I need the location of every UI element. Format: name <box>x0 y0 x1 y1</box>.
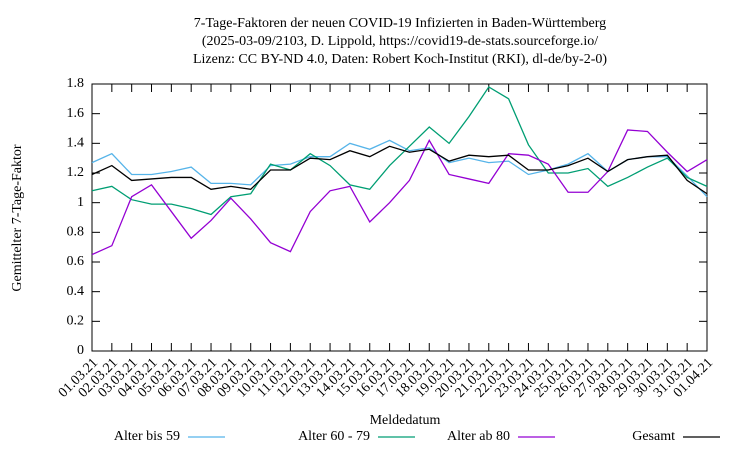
y-tick-label: 1.2 <box>67 165 85 180</box>
y-tick-label: 0 <box>77 343 84 358</box>
series-line <box>91 145 708 195</box>
series-line <box>91 129 708 256</box>
y-tick-label: 0.8 <box>67 225 85 240</box>
legend-label: Alter ab 80 <box>447 429 510 444</box>
series-line <box>91 86 708 216</box>
y-tick-label: 0.2 <box>67 314 85 329</box>
title-line: 7-Tage-Faktoren der neuen COVID-19 Infiz… <box>194 16 606 31</box>
y-tick-label: 0.6 <box>67 254 85 269</box>
x-axis-label: Meldedatum <box>370 413 441 428</box>
y-tick-label: 1 <box>77 195 84 210</box>
title-line: (2025-03-09/2103, D. Lippold, https://co… <box>202 34 598 49</box>
y-tick-label: 0.4 <box>67 284 85 299</box>
legend-label: Gesamt <box>632 429 675 444</box>
legend-label: Alter bis 59 <box>114 429 180 444</box>
title-line: Lizenz: CC BY-ND 4.0, Daten: Robert Koch… <box>193 52 607 67</box>
y-axis-label: Gemittelter 7-Tage-Faktor <box>10 144 25 291</box>
y-tick-label: 1.4 <box>67 136 85 151</box>
plot-frame <box>91 83 708 352</box>
y-tick-label: 1.8 <box>67 76 85 91</box>
legend-label: Alter 60 - 79 <box>298 429 370 444</box>
y-tick-label: 1.6 <box>67 106 85 121</box>
